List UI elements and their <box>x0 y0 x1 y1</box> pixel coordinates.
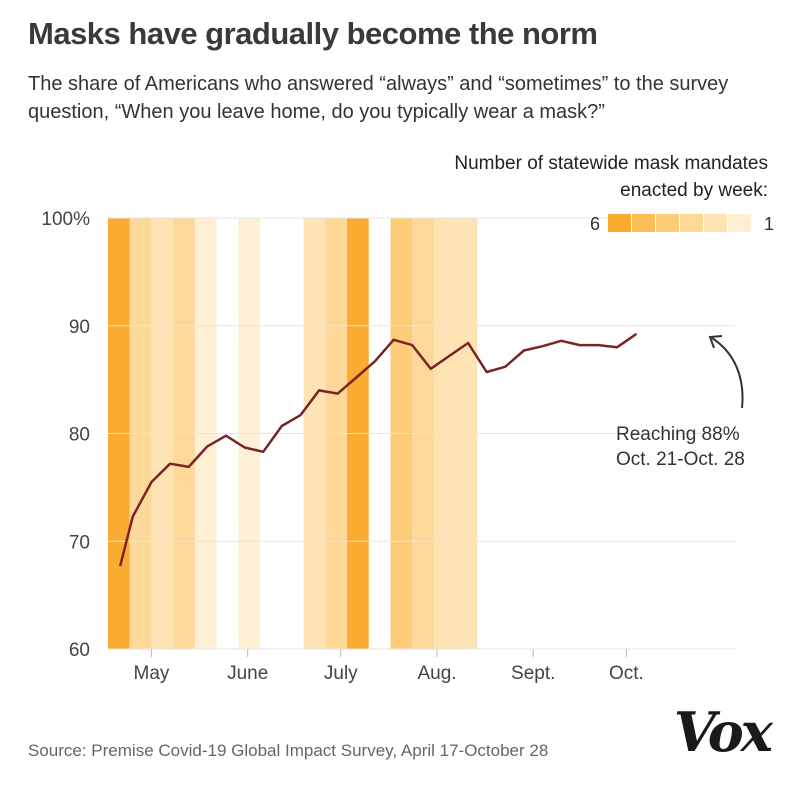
x-tick-label-2: July <box>324 663 358 684</box>
chart-subtitle: The share of Americans who answered “alw… <box>28 73 729 123</box>
series-layer <box>119 333 637 567</box>
legend-swatch-6 <box>608 214 631 232</box>
y-axis-ticks: 60 70 80 90 100% <box>41 209 90 661</box>
chart-title: Masks have gradually become the norm <box>28 16 598 51</box>
source-note: Source: Premise Covid-19 Global Impact S… <box>28 741 549 760</box>
y-tick-label-90: 90 <box>69 317 90 338</box>
y-tick-label-70: 70 <box>69 532 90 553</box>
legend-swatch-1 <box>728 214 751 232</box>
legend-swatch-3 <box>680 214 703 232</box>
x-tick-label-5: Oct. <box>609 663 644 684</box>
vox-logo: Vox <box>673 700 773 764</box>
x-tick-label-1: June <box>227 663 268 684</box>
legend-max-label: 6 <box>590 214 600 234</box>
legend-title: Number of statewide mask mandates enacte… <box>454 153 768 201</box>
legend-min-label: 1 <box>764 214 774 234</box>
annotation-arrow <box>711 337 744 409</box>
legend-swatch-5 <box>632 214 655 232</box>
annotation: Reaching 88% Oct. 21-Oct. 28 <box>616 335 745 470</box>
x-tick-label-4: Sept. <box>511 663 555 684</box>
x-tick-label-3: Aug. <box>417 663 456 684</box>
annotation-arrowhead <box>708 335 723 349</box>
annotation-line-2: Oct. 21-Oct. 28 <box>616 449 745 470</box>
y-tick-label-100: 100% <box>41 209 90 230</box>
x-axis-ticks: May June July Aug. Sept. Oct. <box>134 649 644 684</box>
y-tick-label-80: 80 <box>69 425 90 446</box>
gridlines <box>108 217 735 650</box>
x-tick-label-0: May <box>134 663 170 684</box>
annotation-line-1: Reaching 88% <box>616 424 740 445</box>
legend-swatch-4 <box>656 214 679 232</box>
y-tick-label-60: 60 <box>69 640 90 661</box>
legend-swatch-2 <box>704 214 727 232</box>
